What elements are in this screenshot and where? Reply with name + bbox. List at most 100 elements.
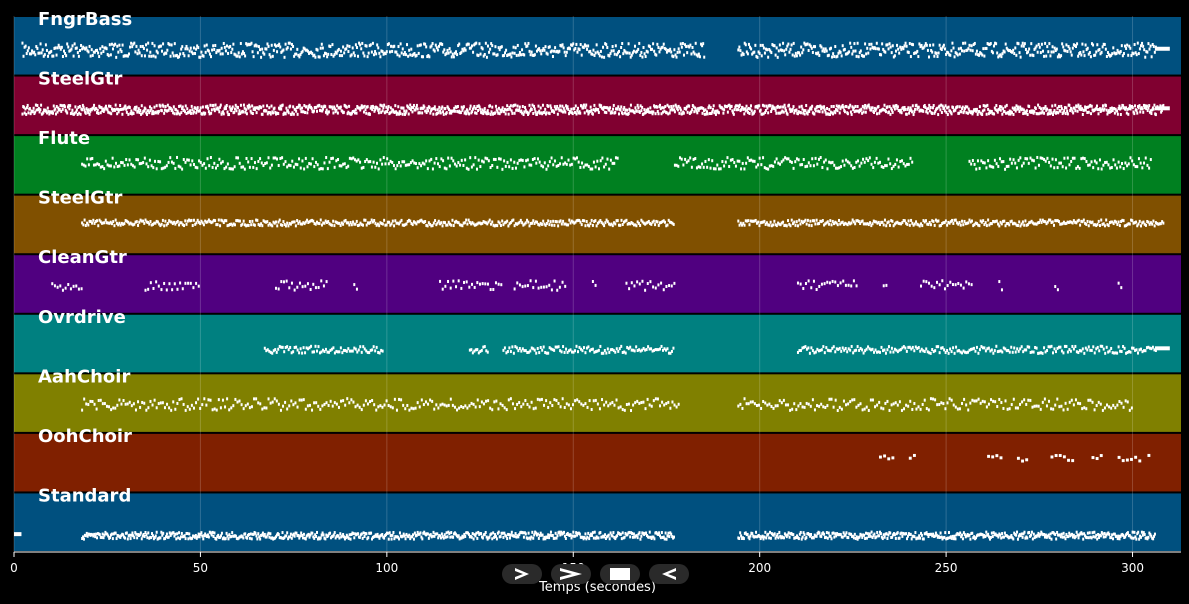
note-mark [635, 224, 638, 228]
note-mark [717, 111, 720, 115]
note-mark [197, 220, 200, 224]
note-mark [739, 221, 742, 225]
note-mark [216, 163, 219, 167]
note-mark [543, 403, 546, 407]
note-mark [832, 405, 835, 409]
note-mark [254, 106, 257, 110]
note-mark [1105, 160, 1108, 164]
note-mark [191, 108, 194, 112]
note-mark [983, 161, 986, 165]
note-mark [870, 162, 873, 166]
note-mark [920, 43, 923, 47]
note-mark [401, 106, 404, 110]
note-mark [1056, 55, 1059, 59]
note-mark [1021, 164, 1024, 168]
note-mark [545, 51, 548, 55]
note-mark [877, 47, 880, 51]
note-mark [243, 106, 246, 110]
note-mark [1114, 351, 1117, 355]
note-mark [113, 108, 116, 112]
note-mark [287, 111, 290, 115]
note-mark [240, 165, 243, 169]
note-mark [386, 43, 389, 47]
note-mark [327, 52, 330, 56]
note-mark [1117, 106, 1120, 110]
note-mark [668, 220, 671, 224]
note-mark [319, 109, 322, 113]
note-mark [750, 158, 753, 162]
note-mark [432, 221, 435, 225]
note-mark [179, 281, 182, 285]
note-mark [263, 346, 266, 350]
note-mark [63, 105, 66, 109]
note-mark [648, 45, 651, 49]
note-mark [1107, 110, 1110, 114]
note-mark [523, 349, 526, 353]
note-mark [173, 220, 176, 224]
note-mark [47, 110, 50, 114]
note-mark [358, 106, 361, 110]
note-mark [518, 283, 521, 287]
note-mark [1000, 222, 1003, 226]
note-mark [1086, 219, 1089, 223]
note-mark [1097, 112, 1100, 116]
note-mark [1087, 224, 1090, 228]
note-mark [533, 53, 536, 57]
note-mark [551, 55, 554, 59]
note-mark [784, 156, 787, 160]
note-mark [296, 219, 299, 223]
note-mark [1129, 46, 1132, 50]
note-mark [114, 42, 117, 46]
note-mark [176, 287, 179, 291]
note-mark [598, 407, 601, 411]
note-mark [103, 221, 106, 225]
note-mark [673, 403, 676, 407]
note-mark [199, 406, 202, 410]
note-mark [1024, 157, 1027, 161]
note-mark [916, 107, 919, 111]
note-mark [309, 51, 312, 55]
note-mark [564, 110, 567, 114]
note-mark [554, 220, 557, 224]
note-mark [969, 48, 972, 52]
note-mark [1096, 108, 1099, 112]
note-mark [1062, 110, 1065, 114]
note-mark [913, 51, 916, 55]
note-mark [145, 112, 148, 116]
note-mark [500, 108, 503, 112]
note-mark [913, 349, 916, 353]
note-mark [274, 348, 277, 352]
note-mark [565, 402, 568, 406]
note-mark [100, 221, 103, 225]
note-mark [337, 157, 340, 161]
note-mark [799, 402, 802, 406]
note-mark [409, 108, 412, 112]
note-mark [926, 48, 929, 52]
note-mark [613, 221, 616, 225]
note-mark [1129, 156, 1132, 160]
note-mark [245, 224, 248, 228]
note-mark [175, 53, 178, 57]
note-mark [801, 107, 804, 111]
note-mark [636, 103, 639, 107]
note-mark [564, 54, 567, 58]
note-mark [1011, 350, 1014, 354]
note-mark [890, 167, 893, 171]
note-mark [841, 44, 844, 48]
note-mark [557, 163, 560, 167]
note-mark [1142, 110, 1145, 114]
note-mark [594, 398, 597, 402]
note-mark [912, 113, 915, 117]
note-mark [1060, 349, 1063, 353]
note-mark [516, 222, 519, 226]
note-mark [863, 106, 866, 110]
note-mark [107, 110, 110, 114]
note-mark [903, 105, 906, 109]
note-mark [707, 158, 710, 162]
note-mark [958, 52, 961, 56]
note-mark [452, 224, 455, 228]
note-mark [81, 408, 84, 412]
note-mark [445, 167, 448, 171]
note-mark [964, 350, 967, 354]
note-mark [291, 159, 294, 163]
